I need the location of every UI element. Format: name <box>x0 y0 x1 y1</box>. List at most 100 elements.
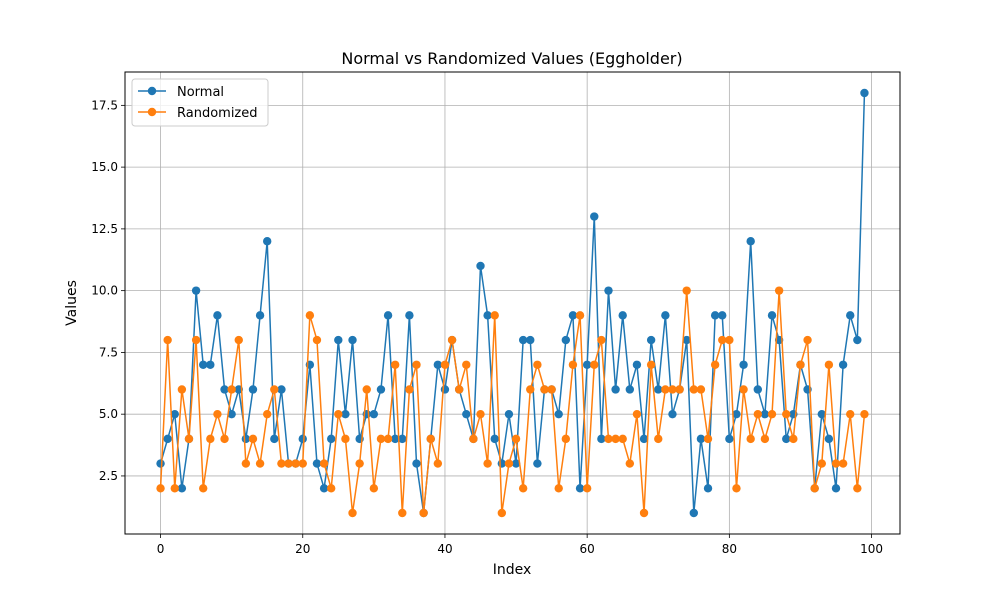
data-point-normal <box>696 434 706 444</box>
data-point-normal <box>824 434 834 444</box>
data-point-normal <box>440 385 450 394</box>
data-point-normal <box>831 484 841 493</box>
data-point-randomized <box>725 335 734 345</box>
plot-frame <box>124 71 901 535</box>
data-point-randomized <box>447 335 457 345</box>
y-tick-label: 15.0 <box>91 160 118 174</box>
data-point-randomized <box>263 409 272 419</box>
data-point-randomized <box>568 360 578 369</box>
data-point-normal <box>462 409 471 419</box>
x-axis-ticks: 0 20 40 60 80 100 <box>157 534 883 556</box>
data-point-normal <box>838 360 848 369</box>
data-point-normal <box>412 459 421 468</box>
y-axis-ticks: 2.5 5.0 7.5 10.0 12.5 15.0 17.5 <box>91 98 125 483</box>
data-point-normal <box>170 409 179 419</box>
data-point-normal <box>725 434 734 444</box>
data-point-normal <box>689 508 699 518</box>
data-point-randomized <box>469 434 478 444</box>
data-point-randomized <box>390 360 400 369</box>
data-point-normal <box>597 434 606 444</box>
data-point-normal <box>511 459 521 468</box>
data-point-randomized <box>454 385 464 394</box>
y-tick-label: 5.0 <box>99 407 118 421</box>
data-point-randomized <box>753 409 762 419</box>
data-point-randomized <box>718 335 727 345</box>
data-point-normal <box>390 434 400 444</box>
data-point-normal <box>668 409 677 419</box>
data-point-normal <box>590 212 599 221</box>
data-point-normal <box>582 360 592 369</box>
x-axis-label: Index <box>493 562 532 578</box>
data-point-normal <box>504 409 514 419</box>
data-point-randomized <box>412 360 421 369</box>
data-point-normal <box>376 385 386 394</box>
data-point-randomized <box>853 484 862 493</box>
data-point-randomized <box>248 434 258 444</box>
data-point-randomized <box>632 409 642 419</box>
data-point-normal <box>618 311 627 320</box>
series-line-randomized <box>159 289 866 514</box>
data-point-normal <box>718 311 727 320</box>
series-layer <box>156 88 869 518</box>
data-point-randomized <box>760 434 770 444</box>
data-point-randomized <box>646 360 656 369</box>
data-point-randomized <box>860 409 869 419</box>
data-point-randomized <box>661 385 670 394</box>
data-point-randomized <box>547 385 556 394</box>
data-point-randomized <box>533 360 542 369</box>
chart-title: Normal vs Randomized Values (Eggholder) <box>341 49 682 68</box>
data-point-randomized <box>177 385 187 394</box>
data-point-randomized <box>227 385 236 394</box>
data-point-normal <box>312 459 322 468</box>
data-point-randomized <box>362 385 371 394</box>
x-tick-label: 80 <box>722 542 737 556</box>
data-point-normal <box>476 261 485 271</box>
data-point-randomized <box>398 508 407 518</box>
data-point-normal <box>220 385 229 394</box>
y-tick-label: 12.5 <box>91 222 118 236</box>
data-point-normal <box>646 335 656 345</box>
data-point-randomized <box>703 434 713 444</box>
data-point-normal <box>746 237 755 246</box>
y-tick-label: 10.0 <box>91 284 118 298</box>
data-point-randomized <box>590 360 599 369</box>
data-point-randomized <box>355 459 364 468</box>
data-point-normal <box>654 385 663 394</box>
data-point-randomized <box>504 459 514 468</box>
data-point-normal <box>710 311 720 320</box>
data-point-randomized <box>540 385 549 394</box>
data-point-randomized <box>319 459 329 468</box>
data-point-randomized <box>774 286 784 295</box>
data-point-randomized <box>604 434 613 444</box>
series-normal <box>156 88 869 518</box>
series-randomized <box>156 286 869 518</box>
data-point-randomized <box>184 434 194 444</box>
data-point-normal <box>632 360 642 369</box>
data-point-randomized <box>476 409 485 419</box>
data-point-normal <box>298 434 307 444</box>
data-point-randomized <box>625 459 635 468</box>
data-point-randomized <box>270 385 279 394</box>
data-point-randomized <box>710 360 720 369</box>
legend: Normal Randomized <box>131 78 269 127</box>
data-point-randomized <box>554 484 563 493</box>
data-point-normal <box>263 237 272 246</box>
data-point-randomized <box>846 409 855 419</box>
legend-label-normal: Normal <box>177 85 224 100</box>
legend-marker-randomized <box>147 107 157 117</box>
data-point-randomized <box>831 459 841 468</box>
data-point-randomized <box>675 385 684 394</box>
data-point-randomized <box>348 508 357 518</box>
data-point-normal <box>753 385 762 394</box>
data-point-normal <box>199 360 208 369</box>
data-point-normal <box>682 335 691 345</box>
data-point-randomized <box>341 434 350 444</box>
legend-marker-normal <box>147 86 157 96</box>
data-point-randomized <box>789 434 798 444</box>
data-point-normal <box>369 409 379 419</box>
data-point-randomized <box>746 434 755 444</box>
data-point-randomized <box>383 434 393 444</box>
data-point-randomized <box>234 335 243 345</box>
